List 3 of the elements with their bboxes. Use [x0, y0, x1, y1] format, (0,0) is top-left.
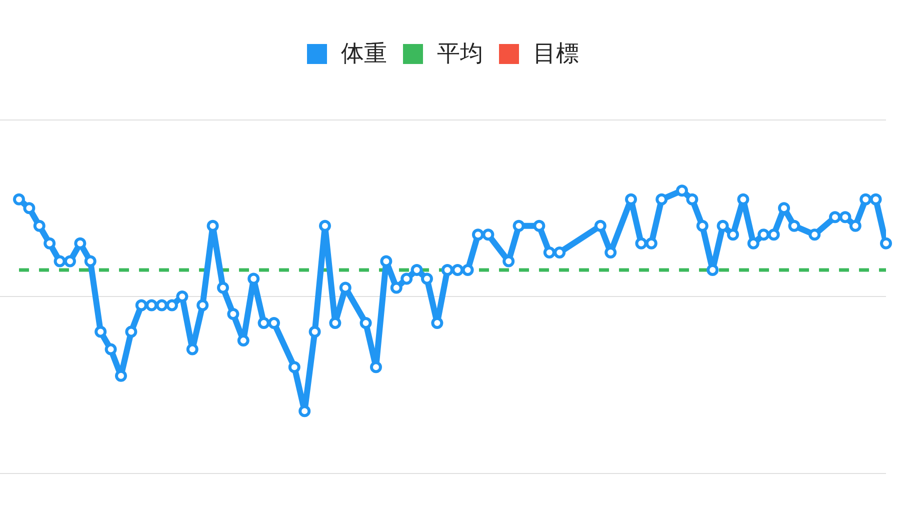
legend-label: 平均: [437, 40, 483, 69]
legend-label: 体重: [341, 40, 387, 69]
legend-label: 目標: [533, 40, 579, 69]
